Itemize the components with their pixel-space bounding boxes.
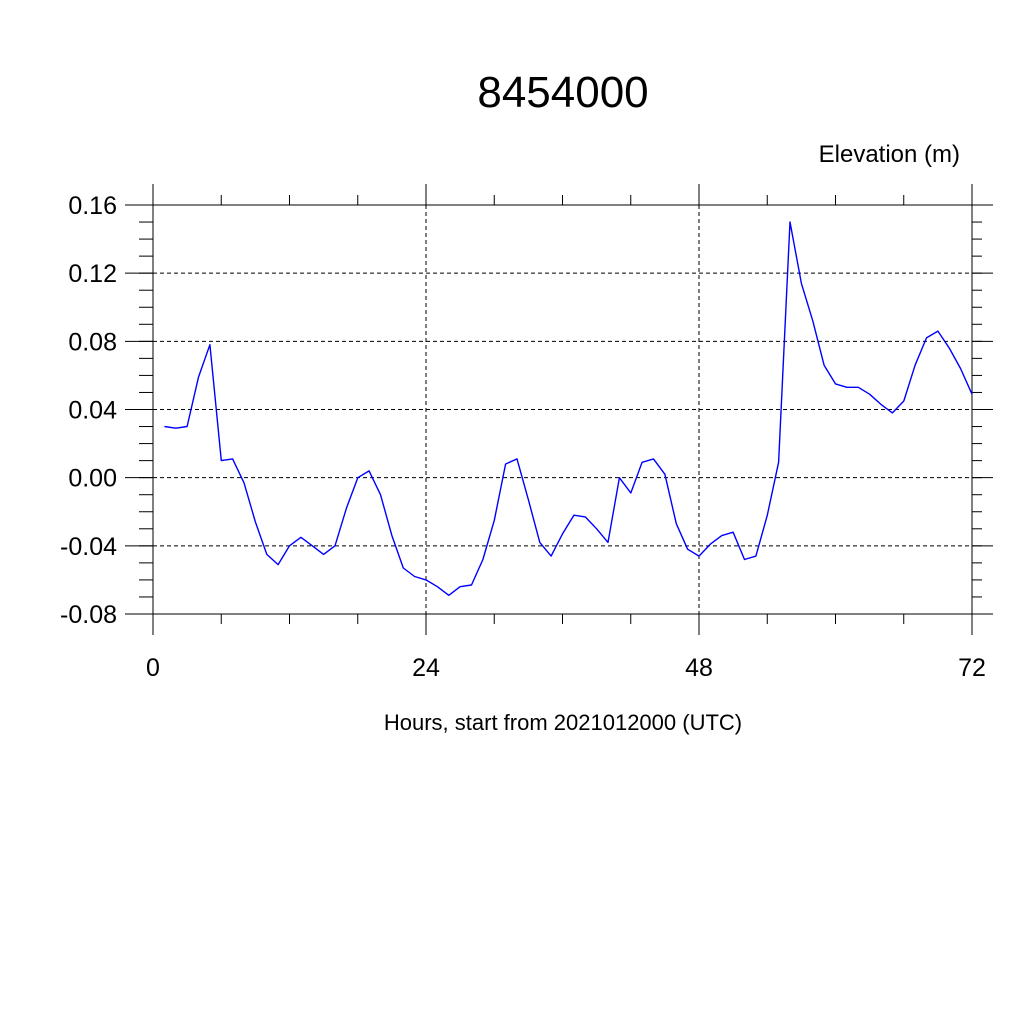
y-tick-label: 0.08 — [68, 328, 117, 356]
y-tick-label: 0.04 — [68, 397, 117, 425]
x-tick-label: 48 — [685, 654, 713, 682]
x-axis-label: Hours, start from 2021012000 (UTC) — [384, 710, 742, 735]
y-tick-labels: -0.08 -0.04 0.00 0.04 0.08 0.12 0.16 — [60, 192, 117, 629]
y-tick-label: 0.12 — [68, 260, 117, 288]
axis-ticks — [125, 184, 993, 635]
units-label: Elevation (m) — [819, 141, 960, 168]
chart-title: 8454000 — [477, 68, 648, 117]
y-tick-label: 0.00 — [68, 465, 117, 493]
x-tick-labels: 0 24 48 72 — [146, 654, 986, 682]
y-tick-label: -0.04 — [60, 533, 117, 561]
series-group — [164, 221, 973, 596]
x-tick-label: 0 — [146, 654, 160, 682]
y-tick-label: -0.08 — [60, 601, 117, 629]
elevation-series-line — [164, 221, 973, 596]
y-tick-label: 0.16 — [68, 192, 117, 220]
x-tick-label: 72 — [958, 654, 986, 682]
grid-lines — [153, 205, 972, 614]
x-tick-label: 24 — [412, 654, 440, 682]
